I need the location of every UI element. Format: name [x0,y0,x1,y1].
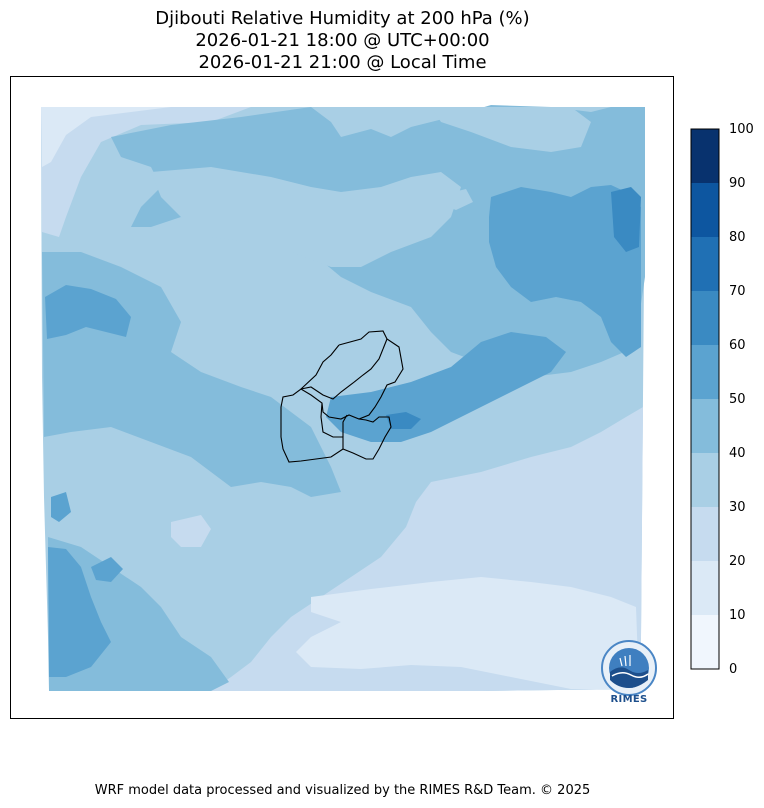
colorbar-tick-100: 100 [729,122,754,137]
humidity-region-20-30 [41,107,251,237]
colorbar-tick-50: 50 [729,392,746,407]
colorbar-tick-90: 90 [729,176,746,191]
humidity-region-60-70 [386,412,421,429]
humidity-region-50-60-west [45,285,131,339]
humidity-region-30-40-patch [441,189,473,210]
colorbar-bin-8 [691,183,719,237]
utc-time-subtitle: 2026-01-21 18:00 @ UTC+00:00 [195,30,490,51]
humidity-region-10-20-south [296,577,639,689]
colorbar-bin-5 [691,345,719,399]
colorbar-bin-2 [691,507,719,561]
colorbar-bin-6 [691,291,719,345]
humidity-region-30-40-ne [431,107,591,152]
rimes-logo-text: RIMES [610,694,648,705]
colorbar-bin-7 [691,237,719,291]
colorbar-bin-3 [691,453,719,507]
humidity-region-50-60-sw1 [51,492,71,522]
map-panel [10,76,674,719]
colorbar-bin-9 [691,129,719,183]
colorbar-tick-80: 80 [729,230,746,245]
humidity-region-50-60-sw3 [91,557,123,582]
humidity-region-30-40-north [151,167,461,267]
humidity-map [41,105,645,691]
colorbar-tick-0: 0 [729,662,738,677]
colorbar-bin-4 [691,399,719,453]
humidity-region-50-60-sw2 [48,547,111,677]
rimes-logo-icon [601,640,657,696]
humidity-region-50-60-east [489,185,641,357]
djibouti-borders [280,330,404,463]
colorbar [690,128,720,670]
colorbar-bin-1 [691,561,719,615]
colorbar-bin-0 [691,615,719,669]
humidity-region-10-20 [41,107,171,167]
colorbar-tick-30: 30 [729,500,746,515]
local-time-subtitle: 2026-01-21 21:00 @ Local Time [198,52,487,73]
colorbar-tick-60: 60 [729,338,746,353]
map-title: Djibouti Relative Humidity at 200 hPa (%… [155,8,530,29]
colorbar-tick-10: 10 [729,608,746,623]
colorbar-tick-70: 70 [729,284,746,299]
colorbar-tick-40: 40 [729,446,746,461]
colorbar-frame [690,128,720,670]
humidity-region-20-30-west [171,515,211,547]
colorbar-tick-20: 20 [729,554,746,569]
humidity-region-60-70-east [611,187,641,252]
footer-credit: WRF model data processed and visualized … [94,783,591,798]
humidity-region-50-60-plume [326,332,566,442]
